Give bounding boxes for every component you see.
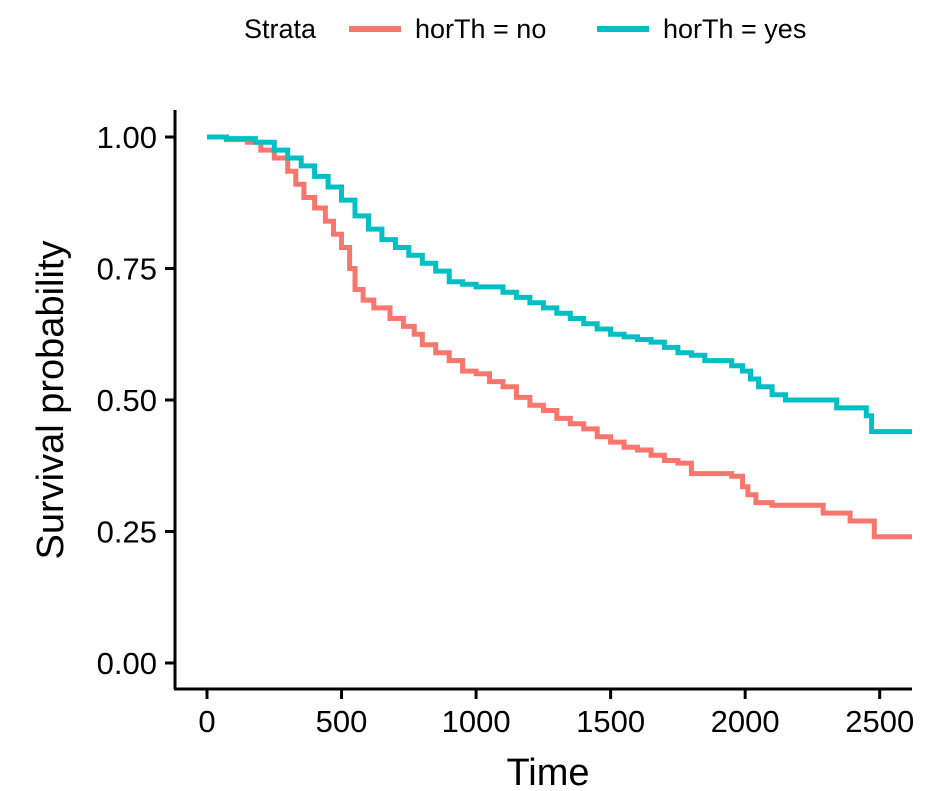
x-tick-label: 2000 xyxy=(711,704,780,739)
series-layer xyxy=(207,134,912,540)
y-tick-label: 0.50 xyxy=(97,383,157,418)
y-axis-title: Survival probability xyxy=(30,241,72,560)
y-tick-label: 1.00 xyxy=(97,120,157,155)
series-line-yes xyxy=(207,134,912,435)
legend-label-no: horTh = no xyxy=(415,14,546,44)
x-ticks: 0 500 1000 1500 2000 2500 xyxy=(198,689,914,739)
x-tick-label: 1500 xyxy=(576,704,645,739)
x-tick-label: 0 xyxy=(198,704,215,739)
x-tick-label: 500 xyxy=(316,704,368,739)
y-tick-label: 0.25 xyxy=(97,515,157,550)
y-tick-label: 0.75 xyxy=(97,252,157,287)
x-axis-title: Time xyxy=(506,752,589,791)
legend: Strata horTh = no horTh = yes xyxy=(244,14,806,44)
legend-label-yes: horTh = yes xyxy=(663,14,806,44)
x-tick-label: 1000 xyxy=(442,704,511,739)
y-ticks: 0.00 0.25 0.50 0.75 1.00 xyxy=(97,120,175,681)
x-tick-label: 2500 xyxy=(845,704,914,739)
legend-title: Strata xyxy=(244,14,317,44)
series-line-no xyxy=(207,134,912,540)
y-tick-label: 0.00 xyxy=(97,646,157,681)
